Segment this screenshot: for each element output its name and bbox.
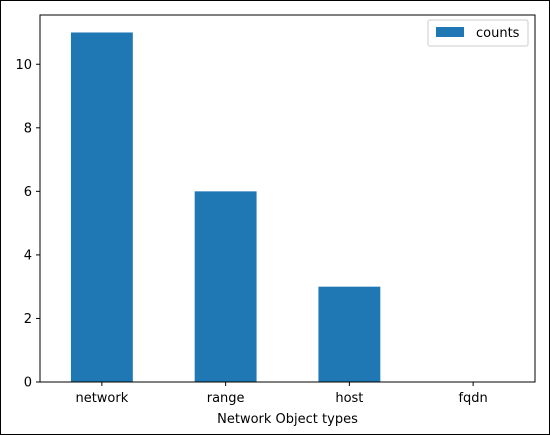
plot-area — [39, 14, 536, 383]
legend-swatch — [436, 27, 464, 37]
y-tick-label: 2 — [24, 312, 32, 327]
y-ticks-group: 0 2 4 6 8 10 — [15, 58, 40, 391]
x-tick-label: range — [207, 391, 245, 406]
y-tick-label: 0 — [24, 376, 32, 391]
y-tick-label: 8 — [24, 121, 32, 136]
legend-label: counts — [476, 26, 520, 41]
x-axis-label: Network Object types — [217, 412, 358, 427]
bar-host — [318, 286, 381, 382]
x-ticks-group: network range host fqdn — [75, 382, 488, 406]
bars-group — [70, 32, 381, 382]
y-tick-label: 10 — [15, 58, 32, 73]
y-tick-label: 4 — [24, 248, 32, 263]
y-tick-label: 6 — [24, 185, 32, 200]
x-tick-label: network — [75, 391, 128, 406]
bar-network — [70, 32, 133, 382]
legend-box — [427, 19, 529, 47]
x-tick-label: fqdn — [458, 391, 487, 406]
x-tick-label: host — [335, 391, 363, 406]
legend: counts — [427, 19, 529, 47]
bar-range — [194, 191, 257, 382]
